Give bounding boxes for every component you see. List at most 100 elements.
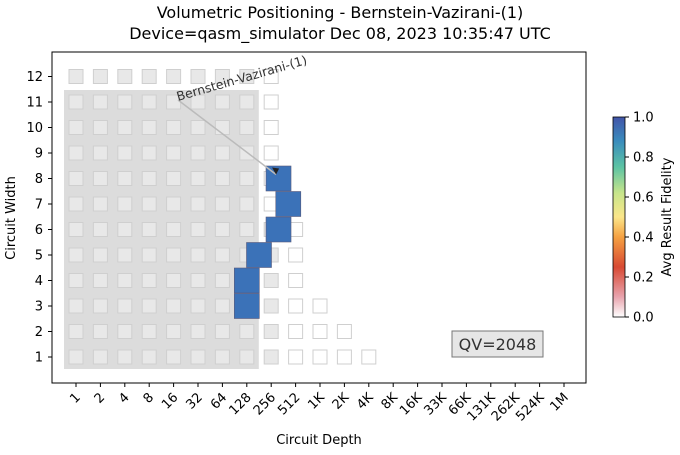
y-tick-label: 8 <box>35 172 43 187</box>
colorbar-tick-label: 1.0 <box>633 111 654 126</box>
grid-cell <box>214 69 230 84</box>
grid-cell <box>239 196 255 212</box>
grid-cell <box>190 120 206 135</box>
x-tick-label: 512 <box>275 390 303 418</box>
grid-cell <box>92 222 108 237</box>
grid-cell <box>263 324 279 339</box>
grid-cell <box>166 196 182 212</box>
grid-cell <box>117 247 133 263</box>
grid-cell <box>214 247 230 263</box>
grid-cell <box>190 171 206 186</box>
y-tick-label: 4 <box>35 274 43 289</box>
grid-cell <box>263 145 279 161</box>
grid-cell <box>336 324 352 339</box>
grid-cell <box>190 349 206 365</box>
colorbar-tick-label: 0.4 <box>633 231 654 246</box>
grid-cell <box>166 69 182 84</box>
grid-cell <box>141 94 157 110</box>
grid-cell <box>190 69 206 84</box>
grid-cell <box>288 247 304 263</box>
colorbar-tick-label: 0.0 <box>633 311 654 326</box>
colorbar <box>612 116 626 318</box>
grid-cell <box>190 247 206 263</box>
y-tick-label: 10 <box>26 121 43 136</box>
data-points <box>234 165 302 319</box>
grid-cell <box>68 94 84 110</box>
grid-cell <box>214 298 230 314</box>
grid-cell <box>92 94 108 110</box>
grid-cell <box>141 273 157 288</box>
grid-cell <box>312 349 328 365</box>
grid-cell <box>117 222 133 237</box>
grid-cell <box>117 69 133 84</box>
grid-cell <box>239 171 255 186</box>
grid-cell <box>214 324 230 339</box>
data-point <box>234 293 260 319</box>
grid-cell <box>239 120 255 135</box>
y-tick-label: 2 <box>35 325 43 340</box>
grid-cell <box>214 171 230 186</box>
grid-cell <box>214 273 230 288</box>
y-tick-label: 6 <box>35 223 43 238</box>
x-tick-label: 16 <box>159 390 181 412</box>
grid-cell <box>68 145 84 161</box>
x-tick-label: 524K <box>513 390 548 425</box>
colorbar-tick-label: 0.8 <box>633 151 654 166</box>
grid-cell <box>288 349 304 365</box>
grid-cell <box>141 298 157 314</box>
plot-frame <box>51 51 587 384</box>
y-tick-label: 7 <box>35 198 43 213</box>
grid-cell <box>312 298 328 314</box>
grid-cell <box>68 273 84 288</box>
grid-cell <box>190 222 206 237</box>
grid-cell <box>92 324 108 339</box>
grid-cell <box>92 298 108 314</box>
grid-cell <box>117 196 133 212</box>
y-tick-label: 11 <box>26 96 43 111</box>
x-tick-label: 4 <box>116 390 132 406</box>
x-tick-label: 2 <box>92 390 108 406</box>
grid-cell <box>92 69 108 84</box>
chart-title-line2: Device=qasm_simulator Dec 08, 2023 10:35… <box>129 24 551 44</box>
chart-title-line1: Volumetric Positioning - Bernstein-Vazir… <box>157 3 524 22</box>
grid-cell <box>92 145 108 161</box>
grid-cell <box>166 349 182 365</box>
grid-cell <box>166 247 182 263</box>
grid-cell <box>117 120 133 135</box>
grid-cell <box>117 94 133 110</box>
x-tick-label: 1 <box>67 390 83 406</box>
grid-cell <box>166 324 182 339</box>
grid-cell <box>239 222 255 237</box>
qv-label: QV=2048 <box>459 335 537 354</box>
x-tick-label: 1M <box>547 390 571 414</box>
grid-cell <box>214 120 230 135</box>
grid-cell <box>117 349 133 365</box>
grid-cell <box>239 94 255 110</box>
grid-cell <box>288 298 304 314</box>
data-point <box>234 267 260 294</box>
grid-cell <box>117 273 133 288</box>
grid-cell <box>361 349 377 365</box>
data-point <box>275 191 302 217</box>
data-point <box>246 242 272 268</box>
qv-box <box>451 330 544 358</box>
grid-cell <box>92 120 108 135</box>
y-tick-label: 12 <box>26 70 43 85</box>
grid-cell <box>92 247 108 263</box>
x-tick-label: 32 <box>184 390 206 412</box>
grid-cell <box>214 145 230 161</box>
grid-cell <box>68 222 84 237</box>
y-tick-label: 3 <box>35 300 43 315</box>
grid-cell <box>68 247 84 263</box>
data-point <box>265 216 292 243</box>
grid-cell <box>263 120 279 135</box>
grid-cell <box>336 349 352 365</box>
colorbar-tick-label: 0.6 <box>633 191 654 206</box>
grid-cell <box>141 324 157 339</box>
grid-cell <box>288 324 304 339</box>
grid-cell <box>239 69 255 84</box>
y-tick-label: 1 <box>35 351 43 366</box>
grid-cell <box>141 349 157 365</box>
